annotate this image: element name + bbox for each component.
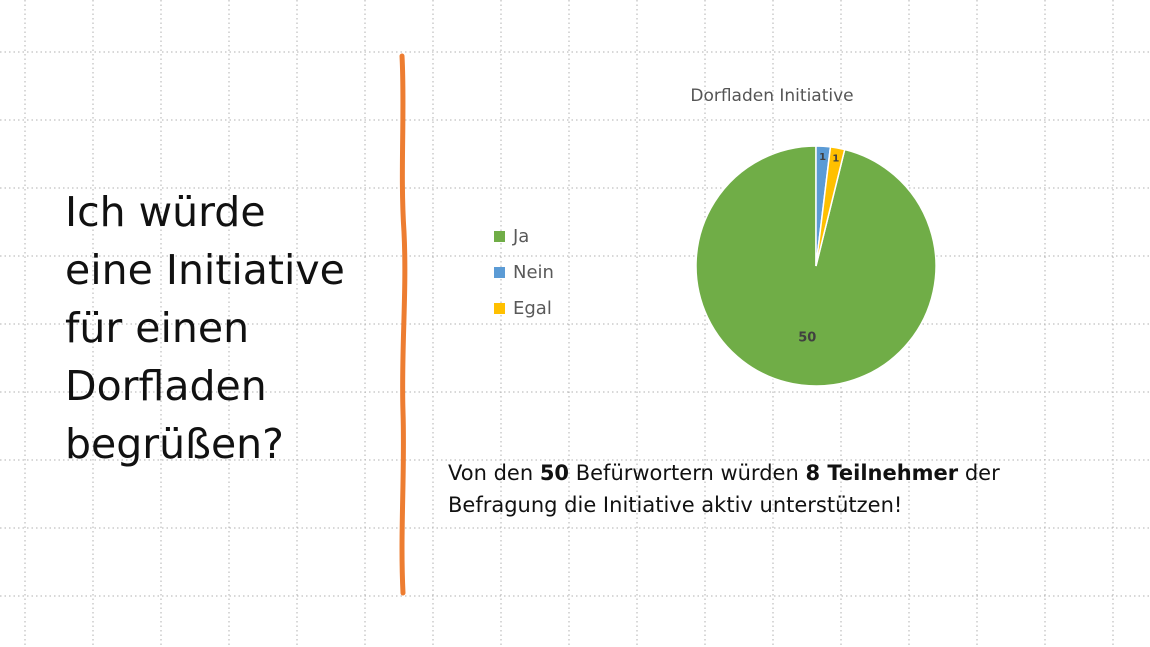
chart-legend: Ja Nein Egal	[494, 218, 554, 326]
data-label-ja: 50	[798, 330, 816, 345]
note-text: der Befragung die Initiative aktiv unter…	[448, 461, 1000, 517]
question-text: Ich würde eine Initiative für einen Dorf…	[65, 183, 385, 473]
note-bold-count: 50	[539, 461, 570, 485]
legend-label-ja: Ja	[513, 225, 530, 247]
legend-label-nein: Nein	[513, 261, 554, 283]
note-bold-participants: 8 Teilnehmer	[805, 461, 959, 485]
chart-title: Dorfladen Initiative	[690, 86, 854, 106]
legend-label-egal: Egal	[513, 297, 552, 319]
summary-note: Von den 50 Befürwortern würden 8 Teilneh…	[448, 457, 1088, 521]
legend-swatch-egal	[494, 302, 505, 314]
legend-swatch-ja	[494, 230, 505, 242]
legend-item-nein: Nein	[494, 254, 554, 290]
data-label-egal: 1	[832, 153, 839, 164]
pie-chart: 50 1 1	[695, 145, 937, 387]
pie-slice-egal	[815, 146, 846, 267]
note-text: Von den	[448, 461, 540, 485]
legend-item-ja: Ja	[494, 218, 554, 254]
question-line: für einen	[65, 304, 250, 352]
legend-item-egal: Egal	[494, 290, 554, 326]
legend-swatch-nein	[494, 266, 505, 278]
question-line: Ich würde	[65, 188, 266, 236]
data-label-nein: 1	[819, 152, 826, 163]
question-line: eine Initiative	[65, 246, 345, 294]
orange-divider-stroke	[399, 53, 408, 596]
question-line: Dorfladen	[65, 362, 267, 410]
question-line: begrüßen?	[65, 420, 284, 468]
note-text: Befürwortern würden	[569, 461, 806, 485]
